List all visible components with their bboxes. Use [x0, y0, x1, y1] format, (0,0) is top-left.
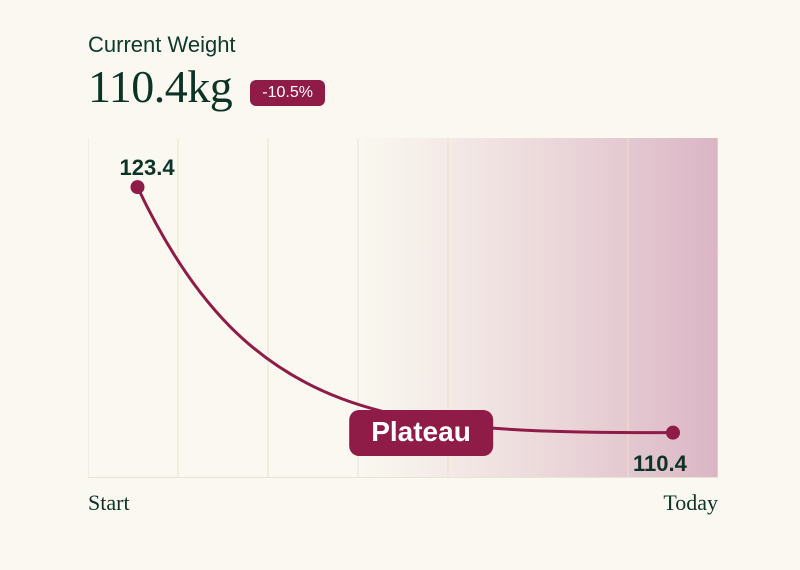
weight-value: 110.4kg	[88, 60, 232, 113]
pct-change-badge: -10.5%	[250, 80, 325, 106]
end-point-label: 110.4	[633, 451, 687, 477]
current-weight-label: Current Weight	[88, 32, 325, 58]
axis-label-today: Today	[663, 490, 718, 516]
weight-chart: Plateau 123.4 110.4	[88, 138, 718, 478]
plateau-annotation: Plateau	[349, 410, 493, 456]
x-axis-labels: Start Today	[88, 490, 718, 516]
axis-label-start: Start	[88, 490, 130, 516]
header: Current Weight 110.4kg -10.5%	[88, 32, 325, 113]
start-point-label: 123.4	[120, 155, 175, 181]
weight-row: 110.4kg -10.5%	[88, 60, 325, 113]
